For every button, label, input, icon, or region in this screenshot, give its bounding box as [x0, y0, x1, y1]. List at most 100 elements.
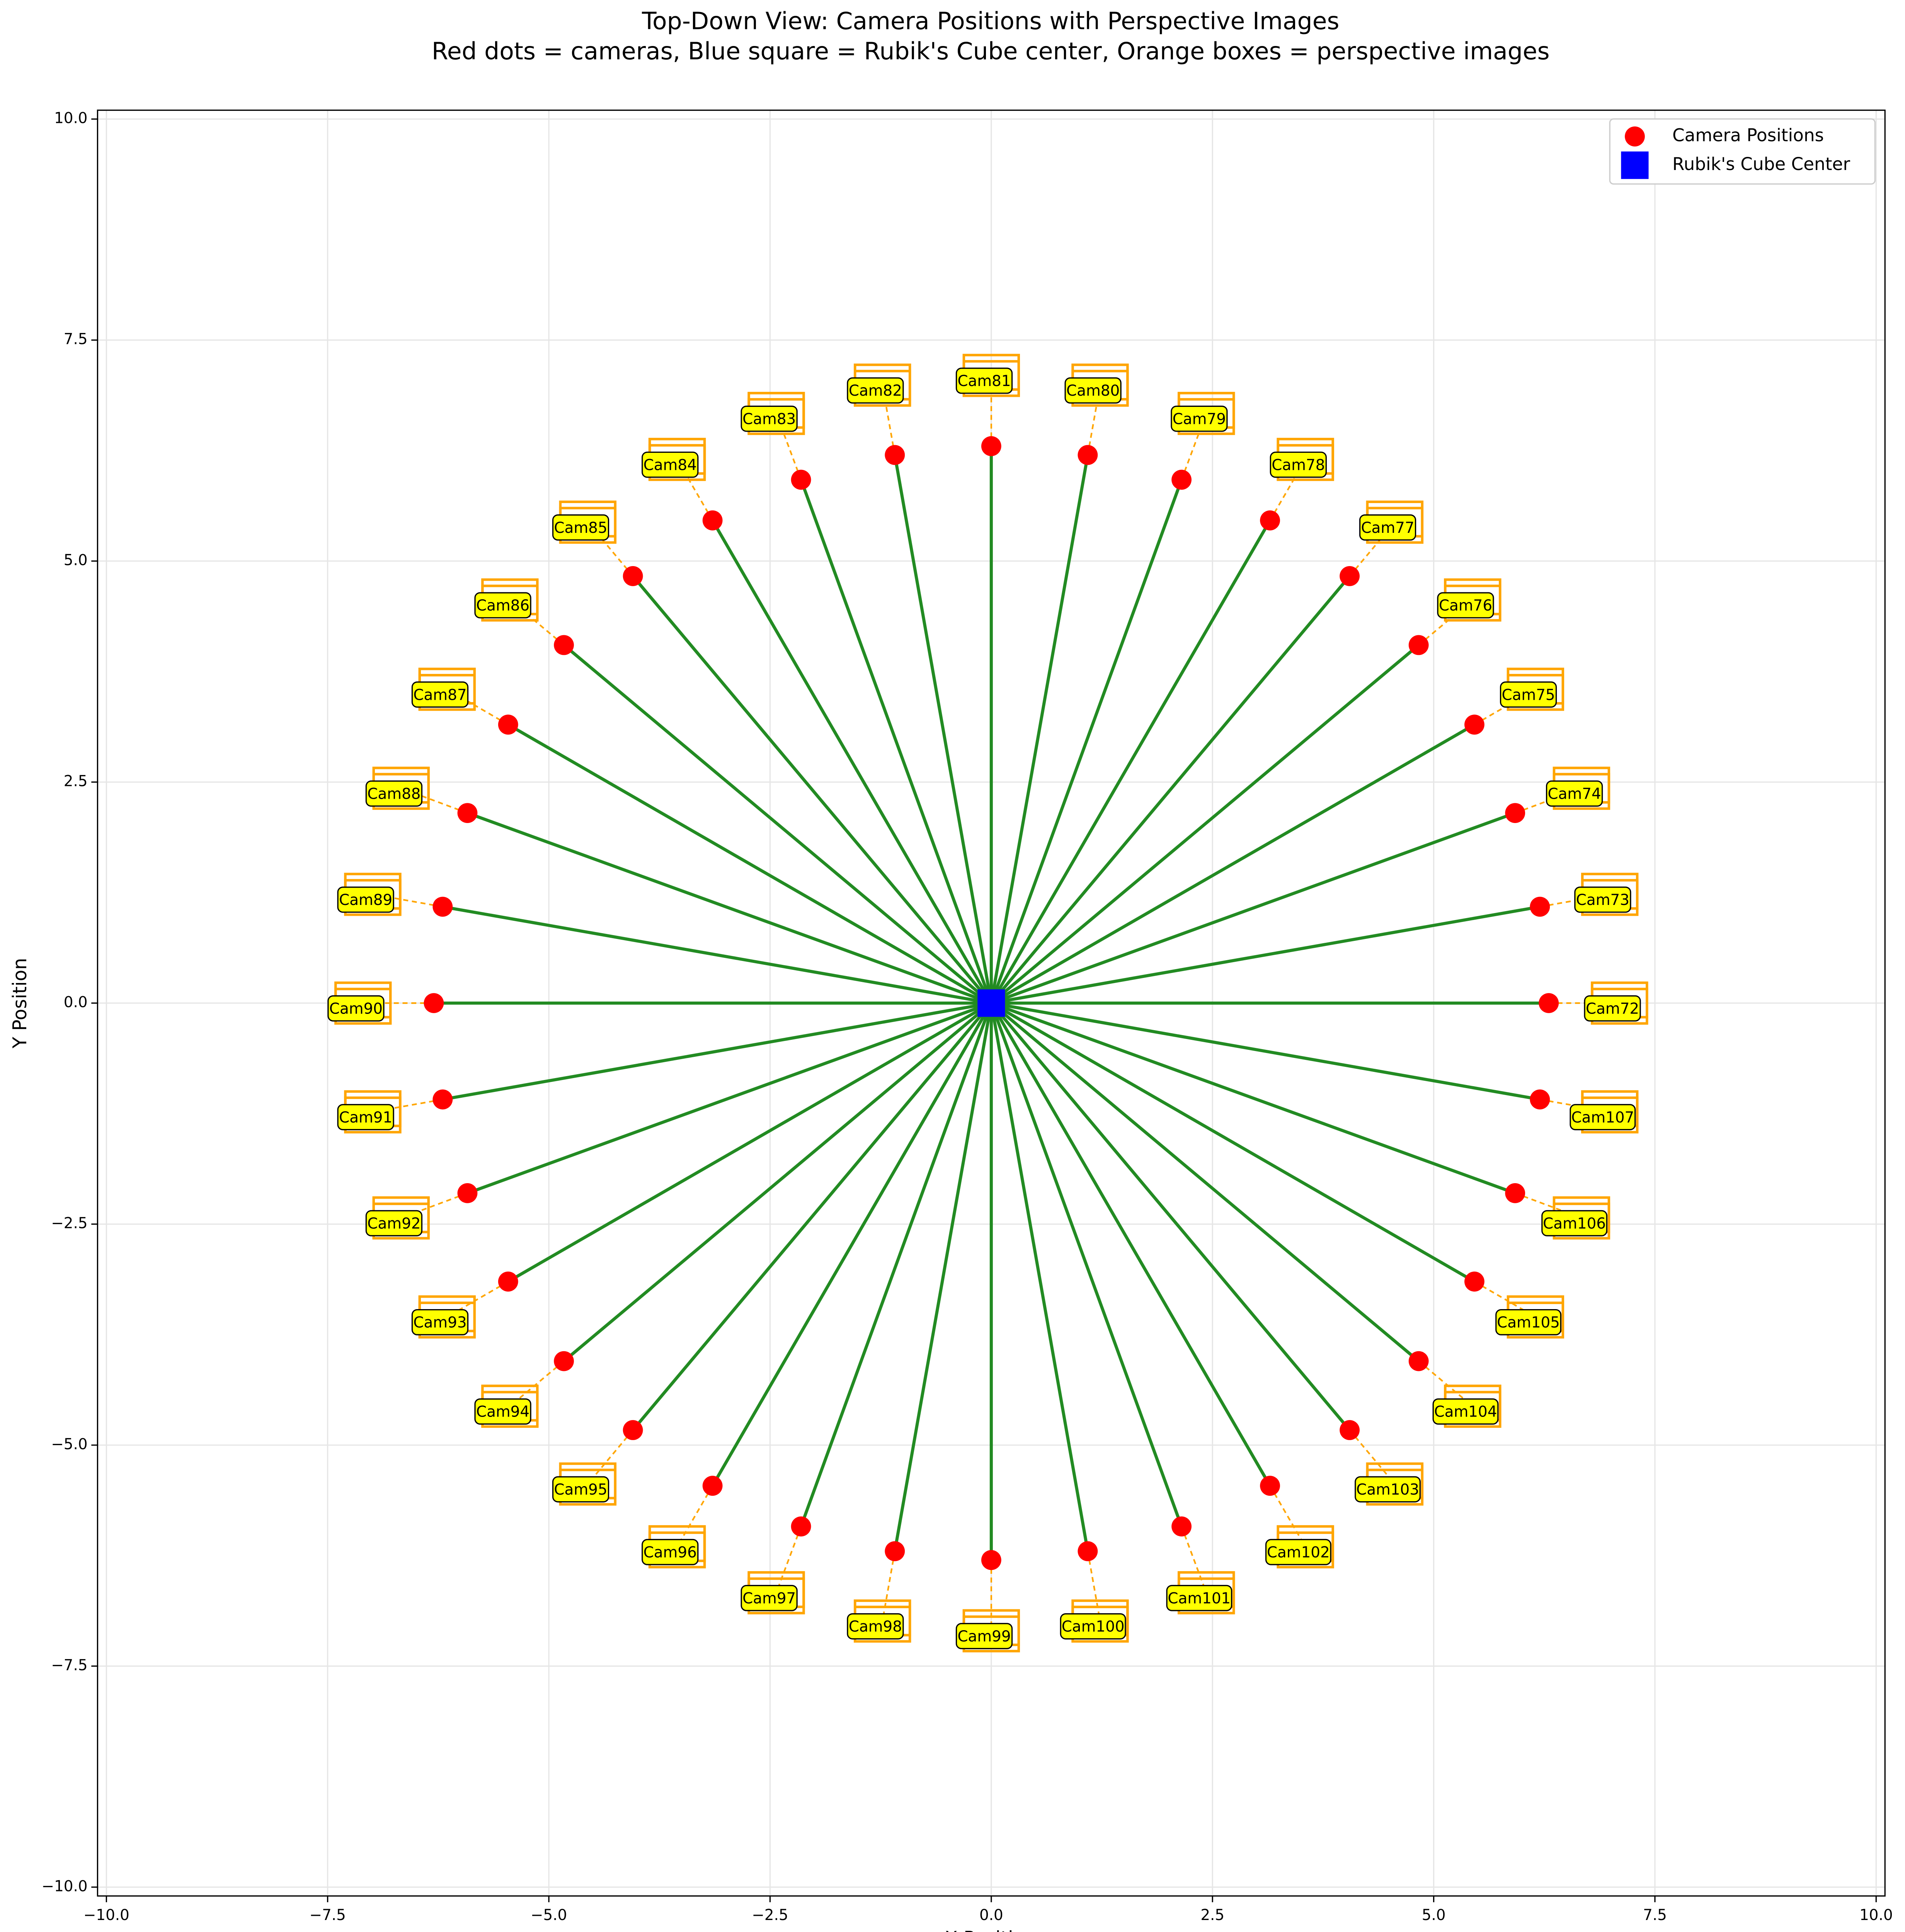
label-box	[741, 405, 798, 432]
image-connector	[1269, 459, 1306, 521]
label-box	[337, 1104, 394, 1131]
image-connector	[1087, 1551, 1101, 1621]
image-connector	[775, 1526, 802, 1593]
y-tick-label: −7.5	[51, 1656, 87, 1674]
image-connector	[882, 385, 896, 455]
camera-label: Cam77	[1361, 519, 1414, 537]
legend-marker	[1621, 151, 1649, 179]
label-box	[1500, 681, 1557, 708]
camera-dot	[981, 436, 1001, 456]
camera-label: Cam93	[413, 1314, 466, 1332]
camera-dot	[1530, 1089, 1550, 1110]
x-tick-label: 0.0	[979, 1906, 1003, 1924]
view-ray	[799, 479, 993, 1004]
x-tick-label: 2.5	[1200, 1906, 1224, 1924]
camera-dot	[498, 1271, 518, 1292]
image-connector	[1515, 1192, 1582, 1219]
label-box	[1432, 1398, 1499, 1425]
y-tick-label: 2.5	[64, 773, 88, 790]
view-ray	[990, 1002, 1420, 1362]
camera-label: Cam84	[644, 456, 697, 474]
camera-dot	[424, 993, 444, 1013]
x-tick-label: −5.0	[531, 1906, 567, 1924]
x-tick-label: 7.5	[1643, 1906, 1667, 1924]
camera-dot	[457, 1183, 478, 1203]
image-connector	[400, 1192, 468, 1219]
view-ray	[893, 1003, 993, 1552]
camera-label: Cam79	[1173, 410, 1226, 428]
camera-label: Cam92	[367, 1215, 420, 1232]
camera-dot	[554, 635, 574, 655]
camera-dot	[623, 1420, 643, 1440]
image-connector	[676, 1485, 713, 1548]
view-ray	[467, 811, 992, 1005]
camera-dot	[1505, 803, 1525, 823]
y-tick-label: 0.0	[64, 993, 88, 1011]
camera-dot	[1260, 510, 1280, 531]
label-box	[1546, 780, 1603, 807]
camera-dot	[981, 1550, 1001, 1570]
plot-frame	[97, 109, 1886, 1897]
view-ray	[991, 905, 1541, 1005]
view-ray	[990, 723, 1475, 1005]
label-box	[1064, 377, 1122, 404]
label-box	[365, 1210, 423, 1236]
image-connector	[400, 787, 468, 814]
camera-label: Cam75	[1502, 686, 1555, 704]
image-connector	[882, 1551, 896, 1621]
camera-dot	[1539, 993, 1559, 1013]
image-connector	[1181, 413, 1207, 480]
label-box	[365, 780, 423, 807]
label-box	[474, 1398, 531, 1425]
image-connector	[1181, 1526, 1207, 1593]
x-axis-label: X Position	[945, 1928, 1037, 1932]
label-box	[411, 681, 469, 708]
view-ray	[989, 1003, 1090, 1552]
camera-label: Cam85	[554, 519, 607, 537]
label-box	[847, 377, 904, 404]
view-ray	[991, 1002, 1541, 1101]
camera-label: Cam101	[1168, 1590, 1231, 1607]
view-ray	[442, 1002, 992, 1101]
camera-dot	[1530, 896, 1550, 917]
camera-dot	[498, 714, 518, 735]
camera-dot	[432, 1089, 453, 1110]
label-box	[411, 1309, 469, 1335]
label-box	[1437, 592, 1494, 619]
camera-dot	[885, 445, 905, 465]
label-box	[847, 1613, 904, 1639]
label-box	[955, 1623, 1013, 1650]
x-tick-label: −10.0	[83, 1906, 129, 1924]
camera-dot	[1464, 714, 1485, 735]
label-box	[642, 1539, 699, 1565]
camera-label: Cam78	[1272, 456, 1325, 474]
label-box	[1570, 1104, 1636, 1131]
x-tick-label: −2.5	[752, 1906, 788, 1924]
camera-dot	[885, 1541, 905, 1561]
view-ray	[991, 811, 1516, 1005]
camera-label: Cam73	[1576, 891, 1629, 909]
view-ray	[990, 1002, 1183, 1527]
y-tick-label: 7.5	[64, 331, 88, 348]
y-tick-label: 5.0	[64, 552, 88, 569]
image-connector	[446, 688, 509, 726]
label-box	[1166, 1585, 1233, 1611]
camera-label: Cam76	[1439, 597, 1492, 614]
image-connector	[587, 1429, 634, 1485]
label-box	[1541, 1210, 1608, 1236]
image-connector	[373, 893, 443, 908]
label-box	[1355, 1476, 1421, 1503]
image-connector	[1418, 1360, 1473, 1407]
view-ray	[989, 454, 1090, 1003]
image-connector	[676, 459, 713, 521]
label-box	[327, 995, 385, 1022]
image-connector	[1418, 599, 1473, 646]
view-ray	[893, 454, 993, 1003]
x-tick-label: −7.5	[310, 1906, 346, 1924]
label-box	[552, 1476, 609, 1503]
camera-dot	[702, 1476, 723, 1496]
label-box	[337, 886, 394, 913]
camera-label: Cam91	[339, 1109, 392, 1126]
camera-dot	[1171, 1516, 1192, 1537]
view-ray	[507, 723, 992, 1005]
